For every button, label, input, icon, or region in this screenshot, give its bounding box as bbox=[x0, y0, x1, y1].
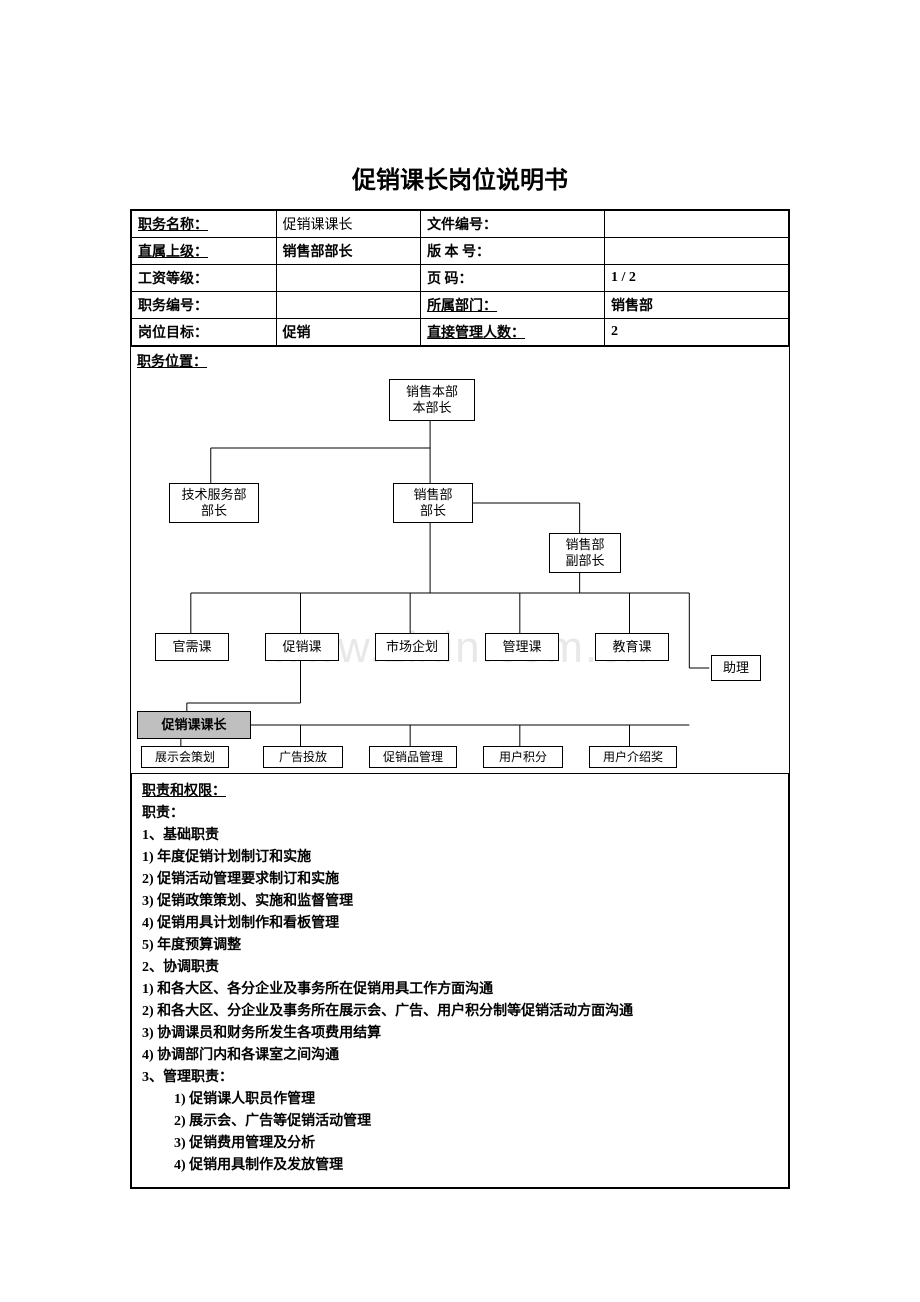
duties-item: 3) 促销费用管理及分析 bbox=[142, 1133, 778, 1154]
org-node-text: 管理课 bbox=[490, 639, 554, 655]
org-node-row3-1: 促销课 bbox=[265, 633, 339, 661]
table-row: 工资等级： 页 码： 1 / 2 bbox=[132, 265, 789, 292]
duties-item: 4) 促销用具制作及发放管理 bbox=[142, 1155, 778, 1176]
org-node-row5-0: 展示会策划 bbox=[141, 746, 229, 768]
org-node-sales: 销售部 部长 bbox=[393, 483, 473, 523]
org-node-row3-4: 教育课 bbox=[595, 633, 669, 661]
duties-item: 1) 年度促销计划制订和实施 bbox=[142, 847, 778, 868]
org-node-line2: 副部长 bbox=[554, 553, 616, 569]
org-chart: www.zixin.com.cn bbox=[131, 373, 789, 773]
value-goal: 促销 bbox=[276, 319, 421, 346]
org-node-row5-1: 广告投放 bbox=[263, 746, 343, 768]
org-node-text: 教育课 bbox=[600, 639, 664, 655]
label-doc-no: 文件编号： bbox=[421, 211, 605, 238]
duties-item: 3) 促销政策策划、实施和监督管理 bbox=[142, 891, 778, 912]
table-row: 职务编号： 所属部门： 销售部 bbox=[132, 292, 789, 319]
duties-subtitle: 职责： bbox=[142, 803, 778, 824]
value-job-title: 促销课课长 bbox=[276, 211, 421, 238]
duties-section: 职责和权限： 职责： 1、基础职责1) 年度促销计划制订和实施2) 促销活动管理… bbox=[131, 773, 789, 1188]
org-node-line2: 部长 bbox=[174, 503, 254, 519]
org-node-line1: 销售本部 bbox=[394, 384, 470, 400]
duties-item: 2) 和各大区、分企业及事务所在展示会、广告、用户积分制等促销活动方面沟通 bbox=[142, 1001, 778, 1022]
label-version: 版 本 号： bbox=[421, 238, 605, 265]
duties-group-head: 2、协调职责 bbox=[142, 957, 778, 978]
org-node-text: 展示会策划 bbox=[146, 750, 224, 765]
label-goal: 岗位目标： bbox=[132, 319, 277, 346]
org-node-line1: 销售部 bbox=[554, 537, 616, 553]
org-node-row5-2: 促销品管理 bbox=[369, 746, 457, 768]
org-node-text: 广告投放 bbox=[268, 750, 338, 765]
duties-item: 4) 协调部门内和各课室之间沟通 bbox=[142, 1045, 778, 1066]
position-section-label: 职务位置： bbox=[131, 347, 789, 373]
duties-item: 1) 促销课人职员作管理 bbox=[142, 1089, 778, 1110]
table-row: 职务名称： 促销课课长 文件编号： bbox=[132, 211, 789, 238]
value-department: 销售部 bbox=[605, 292, 789, 319]
org-node-vice: 销售部 副部长 bbox=[549, 533, 621, 573]
duties-section-title: 职责和权限： bbox=[142, 781, 778, 802]
label-page: 页 码： bbox=[421, 265, 605, 292]
header-table: 职务名称： 促销课课长 文件编号： 直属上级： 销售部部长 版 本 号： 工资等… bbox=[131, 210, 789, 346]
document-frame: 职务名称： 促销课课长 文件编号： 直属上级： 销售部部长 版 本 号： 工资等… bbox=[130, 209, 790, 1189]
duties-group-head: 1、基础职责 bbox=[142, 825, 778, 846]
org-node-text: 用户介绍奖 bbox=[594, 750, 672, 765]
org-node-row3-2: 市场企划 bbox=[375, 633, 449, 661]
org-node-text: 助理 bbox=[716, 660, 756, 676]
duties-item: 1) 和各大区、各分企业及事务所在促销用具工作方面沟通 bbox=[142, 979, 778, 1000]
value-job-no bbox=[276, 292, 421, 319]
org-node-line1: 技术服务部 bbox=[174, 487, 254, 503]
label-department: 所属部门： bbox=[421, 292, 605, 319]
label-job-title: 职务名称： bbox=[132, 211, 277, 238]
value-page: 1 / 2 bbox=[605, 265, 789, 292]
org-node-top: 销售本部 本部长 bbox=[389, 379, 475, 421]
org-node-text: 促销品管理 bbox=[374, 750, 452, 765]
label-salary-grade: 工资等级： bbox=[132, 265, 277, 292]
org-node-text: 促销课 bbox=[270, 639, 334, 655]
org-node-row5-4: 用户介绍奖 bbox=[589, 746, 677, 768]
duties-item: 2) 展示会、广告等促销活动管理 bbox=[142, 1111, 778, 1132]
value-doc-no bbox=[605, 211, 789, 238]
org-node-leader: 促销课课长 bbox=[137, 711, 251, 739]
org-node-tech: 技术服务部 部长 bbox=[169, 483, 259, 523]
duties-item: 4) 促销用具计划制作和看板管理 bbox=[142, 913, 778, 934]
value-salary-grade bbox=[276, 265, 421, 292]
org-node-text: 用户积分 bbox=[488, 750, 558, 765]
org-node-assistant: 助理 bbox=[711, 655, 761, 681]
label-report-to: 直属上级： bbox=[132, 238, 277, 265]
org-node-row3-0: 官需课 bbox=[155, 633, 229, 661]
duties-item: 5) 年度预算调整 bbox=[142, 935, 778, 956]
duties-group-head: 3、管理职责： bbox=[142, 1067, 778, 1088]
value-manage-count: 2 bbox=[605, 319, 789, 346]
org-node-line2: 部长 bbox=[398, 503, 468, 519]
org-node-row5-3: 用户积分 bbox=[483, 746, 563, 768]
table-row: 直属上级： 销售部部长 版 本 号： bbox=[132, 238, 789, 265]
org-node-text: 官需课 bbox=[160, 639, 224, 655]
org-node-line2: 本部长 bbox=[394, 400, 470, 416]
label-manage-count: 直接管理人数： bbox=[421, 319, 605, 346]
org-node-line1: 销售部 bbox=[398, 487, 468, 503]
document-title: 促销课长岗位说明书 bbox=[130, 160, 790, 195]
org-node-text: 促销课课长 bbox=[142, 717, 246, 733]
duties-item: 3) 协调课员和财务所发生各项费用结算 bbox=[142, 1023, 778, 1044]
org-node-text: 市场企划 bbox=[380, 639, 444, 655]
duties-item: 2) 促销活动管理要求制订和实施 bbox=[142, 869, 778, 890]
label-job-no: 职务编号： bbox=[132, 292, 277, 319]
value-version bbox=[605, 238, 789, 265]
org-node-row3-3: 管理课 bbox=[485, 633, 559, 661]
table-row: 岗位目标： 促销 直接管理人数： 2 bbox=[132, 319, 789, 346]
value-report-to: 销售部部长 bbox=[276, 238, 421, 265]
